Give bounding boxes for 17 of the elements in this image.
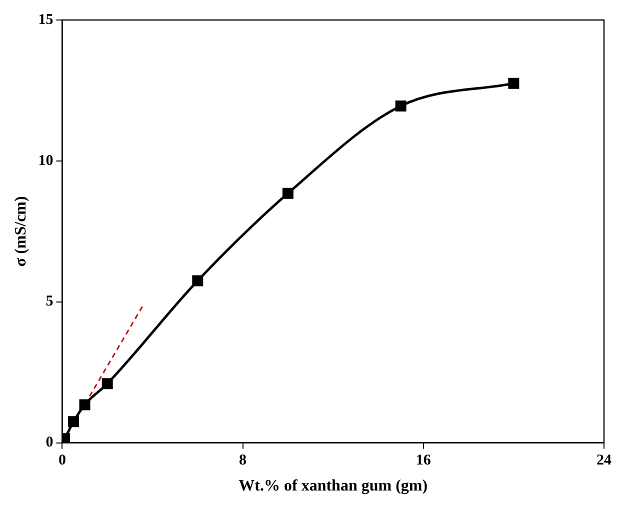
x-tick-label: 0 (58, 452, 66, 469)
y-tick-label: 0 (46, 434, 54, 451)
point (508, 78, 520, 89)
y-tick-label: 15 (38, 12, 54, 28)
x-tick-label: 16 (416, 452, 432, 469)
point (395, 100, 406, 112)
x-tick-label: 24 (596, 452, 612, 469)
y-tick-label: 10 (38, 152, 54, 169)
point (192, 275, 204, 286)
point (68, 416, 79, 428)
point (79, 399, 90, 410)
x-axis-title: Wt.% of xanthan gum (gm) (238, 478, 428, 495)
y-axis-title: σ (mS/cm) (12, 196, 30, 267)
y-tick-label: 5 (46, 294, 54, 310)
x-tick-label: 8 (239, 452, 247, 469)
point (102, 378, 113, 390)
point (282, 188, 294, 199)
